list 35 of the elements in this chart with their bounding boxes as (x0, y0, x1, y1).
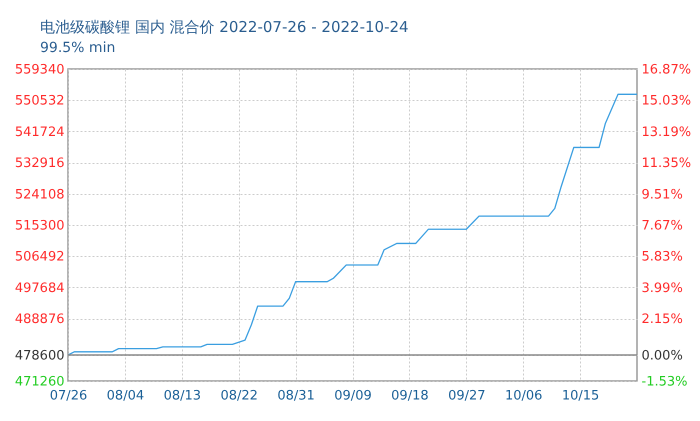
y-tick-label: 506492 (14, 250, 64, 265)
y-tick-label: 488876 (14, 312, 64, 328)
y2-tick-label: 3.99% (642, 280, 683, 296)
x-tick-label: 10/15 (562, 388, 600, 404)
chart-title: 电池级碳酸锂 国内 混合价 2022-07-26 - 2022-10-24 (40, 18, 409, 36)
x-tick-label: 10/06 (504, 388, 542, 404)
x-tick-label: 08/04 (106, 388, 144, 404)
y-tick-label: 524108 (14, 187, 64, 202)
y2-tick-label: 0.00% (642, 348, 683, 364)
x-tick-label: 09/27 (448, 388, 486, 404)
x-tick-label: 09/09 (334, 388, 372, 404)
x-tick-label: 08/31 (277, 388, 315, 404)
y-tick-label: 497684 (14, 280, 64, 296)
x-tick-label: 08/22 (220, 388, 258, 404)
y2-tick-label: 11.35% (642, 156, 692, 172)
y-tick-label: 478600 (14, 348, 64, 364)
y2-tick-label: 15.03% (642, 94, 692, 109)
y-tick-label: 532916 (14, 156, 64, 172)
y-tick-label: 559340 (14, 62, 64, 78)
x-tick-label: 08/13 (164, 388, 202, 404)
y2-tick-label: 2.15% (642, 312, 683, 328)
y-tick-label: 550532 (14, 94, 64, 109)
y2-tick-label: 16.87% (642, 62, 692, 78)
y2-tick-label: 7.67% (642, 218, 683, 234)
y-tick-label: 515300 (14, 218, 64, 234)
chart-subtitle: 99.5% min (40, 40, 116, 56)
y-tick-label: 541724 (14, 124, 64, 140)
x-tick-label: 09/18 (391, 388, 429, 404)
line-series (68, 94, 637, 356)
y-tick-label: 471260 (14, 374, 64, 390)
y2-tick-label: -1.53% (642, 374, 688, 390)
y2-tick-label: 5.83% (642, 250, 683, 265)
y2-tick-label: 9.51% (642, 187, 683, 202)
x-tick-label: 07/26 (50, 388, 88, 404)
y2-tick-label: 13.19% (642, 124, 692, 140)
